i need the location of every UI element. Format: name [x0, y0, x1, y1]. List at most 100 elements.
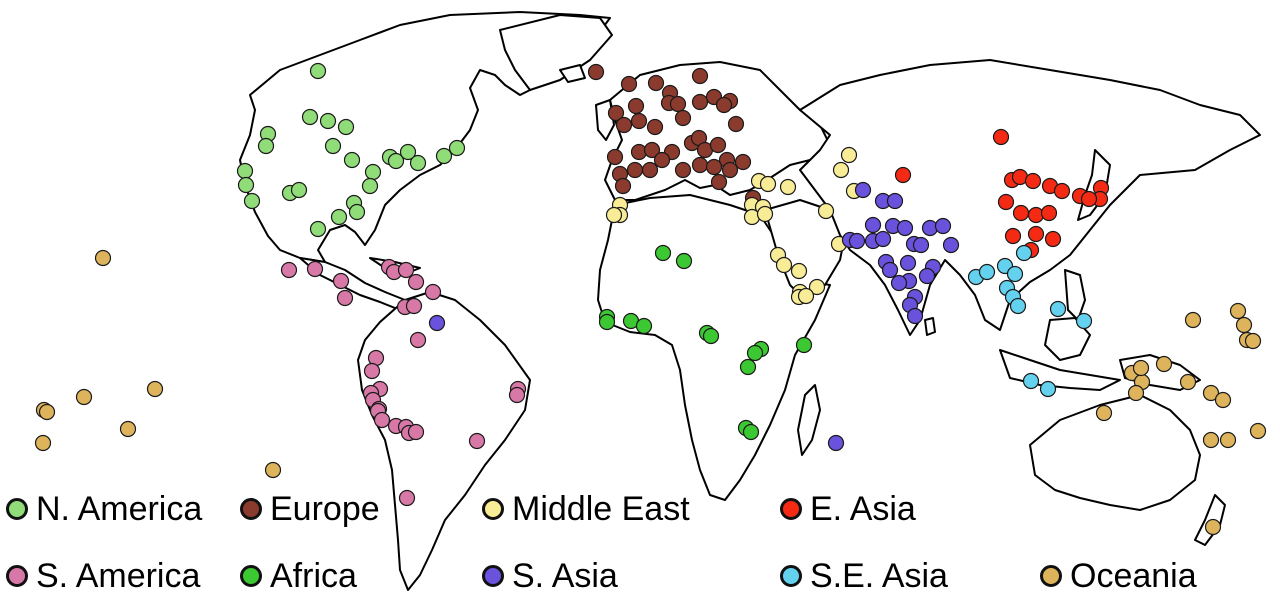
na-site-marker	[236, 162, 254, 180]
na-site-marker	[399, 143, 417, 161]
oc-site-marker	[1179, 373, 1197, 391]
british-isles-outline	[595, 99, 615, 141]
eu-site-marker	[607, 104, 625, 122]
sa-site-marker	[508, 386, 526, 404]
legend-item-na: N. America	[6, 489, 202, 529]
sa-site-marker	[407, 273, 425, 291]
eu-site-marker	[630, 112, 648, 130]
sea-site-marker	[1006, 265, 1024, 283]
na-site-marker	[337, 118, 355, 136]
sa-site-marker	[332, 272, 350, 290]
na-site-marker	[301, 108, 319, 126]
oc-site-marker	[1244, 332, 1262, 350]
ea-site-marker	[894, 166, 912, 184]
sas-site-marker	[848, 232, 866, 250]
legend-label-sea: S.E. Asia	[810, 557, 948, 595]
sas-site-marker	[934, 217, 952, 235]
legend-swatch-na	[6, 498, 28, 520]
af-site-marker	[702, 327, 720, 345]
af-site-marker	[742, 423, 760, 441]
ea-site-marker	[1012, 204, 1030, 222]
sas-site-marker	[864, 216, 882, 234]
sas-site-marker	[854, 181, 872, 199]
ea-site-marker	[1080, 190, 1098, 208]
af-site-marker	[739, 358, 757, 376]
legend-swatch-sea	[780, 565, 802, 587]
eu-site-marker	[643, 141, 661, 159]
af-site-marker	[675, 252, 693, 270]
sea-site-marker	[1022, 372, 1040, 390]
oc-site-marker	[1204, 518, 1222, 536]
sas-site-marker	[912, 236, 930, 254]
na-site-marker	[309, 220, 327, 238]
sea-site-marker	[1075, 312, 1093, 330]
sas-site-marker	[881, 261, 899, 279]
legend-item-oc: Oceania	[1040, 556, 1197, 596]
af-site-marker	[635, 317, 653, 335]
eu-site-marker	[587, 63, 605, 81]
sas-site-marker	[918, 267, 936, 285]
na-site-marker	[309, 62, 327, 80]
ea-site-marker	[1044, 230, 1062, 248]
philippines-outline	[1064, 269, 1086, 321]
sa-site-marker	[468, 432, 486, 450]
iceland-outline	[559, 64, 586, 83]
legend-swatch-oc	[1040, 565, 1062, 587]
oc-site-marker	[1202, 431, 1220, 449]
sea-site-marker	[1049, 300, 1067, 318]
sa-site-marker	[397, 261, 415, 279]
na-site-marker	[330, 208, 348, 226]
me-site-marker	[808, 278, 826, 296]
legend-item-sea: S.E. Asia	[780, 556, 948, 596]
oc-site-marker	[94, 249, 112, 267]
me-site-marker	[759, 175, 777, 193]
ea-site-marker	[1004, 227, 1022, 245]
australia-outline	[1029, 394, 1201, 511]
eu-site-marker	[727, 115, 745, 133]
sa-site-marker	[424, 283, 442, 301]
legend-label-me: Middle East	[512, 490, 690, 528]
sas-site-marker	[428, 314, 446, 332]
eu-site-marker	[734, 153, 752, 171]
na-site-marker	[319, 112, 337, 130]
af-site-marker	[654, 244, 672, 262]
eu-site-marker	[691, 93, 709, 111]
legend-label-oc: Oceania	[1070, 557, 1197, 595]
legend-item-ea: E. Asia	[780, 489, 916, 529]
madagascar-outline	[797, 384, 821, 456]
eu-site-marker	[653, 151, 671, 169]
eu-site-marker	[669, 95, 687, 113]
af-site-marker	[746, 344, 764, 362]
af-site-marker	[598, 313, 616, 331]
na-site-marker	[448, 139, 466, 157]
oc-site-marker	[38, 403, 56, 421]
me-site-marker	[605, 206, 623, 224]
me-site-marker	[790, 262, 808, 280]
ea-site-marker	[992, 128, 1010, 146]
eu-site-marker	[691, 67, 709, 85]
sa-site-marker	[363, 362, 381, 380]
sas-site-marker	[874, 230, 892, 248]
af-site-marker	[795, 336, 813, 354]
oc-site-marker	[1202, 384, 1220, 402]
oc-site-marker	[1184, 311, 1202, 329]
eu-site-marker	[614, 177, 632, 195]
sas-site-marker	[906, 307, 924, 325]
oc-site-marker	[1214, 391, 1232, 409]
oc-site-marker	[1219, 431, 1237, 449]
ea-site-marker	[1024, 172, 1042, 190]
na-site-marker	[409, 154, 427, 172]
oc-site-marker	[1235, 316, 1253, 334]
sa-site-marker	[405, 297, 423, 315]
eu-site-marker	[627, 97, 645, 115]
me-site-marker	[832, 161, 850, 179]
legend-item-me: Middle East	[482, 489, 690, 529]
oc-site-marker	[1095, 404, 1113, 422]
eu-site-marker	[705, 158, 723, 176]
na-site-marker	[243, 192, 261, 210]
eu-site-marker	[641, 161, 659, 179]
sample-points	[34, 62, 1267, 536]
eu-site-marker	[674, 109, 692, 127]
legend-swatch-ea	[780, 498, 802, 520]
eu-site-marker	[606, 148, 624, 166]
